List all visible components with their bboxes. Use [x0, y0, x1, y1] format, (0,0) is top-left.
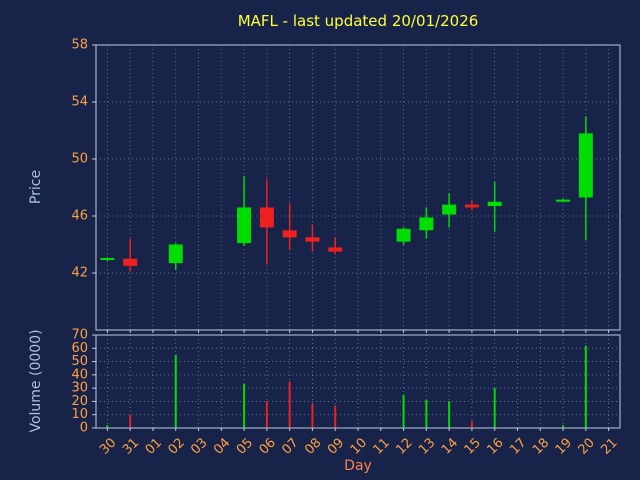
price-tick-label: 58 [71, 38, 88, 53]
day-tick-label: 03 [188, 435, 210, 457]
day-tick-label: 07 [279, 435, 301, 457]
day-tick-label: 14 [439, 435, 461, 457]
day-tick-label: 04 [211, 435, 233, 457]
candle-body [396, 228, 411, 242]
day-tick-label: 15 [462, 435, 484, 457]
volume-tick-label: 20 [71, 394, 88, 409]
candle-body [578, 133, 593, 198]
candle-body [282, 230, 297, 238]
candle-body [328, 247, 343, 252]
price-panel-border [95, 44, 621, 331]
price-tick-label: 46 [71, 209, 88, 224]
candle-body [464, 204, 479, 208]
day-tick-label: 31 [120, 435, 142, 457]
volume-tick-label: 60 [71, 341, 88, 356]
volume-panel-border [95, 334, 621, 429]
day-tick-label: 21 [598, 435, 620, 457]
day-tick-label: 19 [553, 435, 575, 457]
candle-body [237, 207, 252, 244]
chart-title: MAFL - last updated 20/01/2026 [237, 12, 479, 30]
day-tick-label: 20 [576, 435, 598, 457]
candle-body [419, 217, 434, 231]
volume-tick-label: 0 [80, 421, 88, 436]
candle-body [487, 201, 502, 207]
candle-body [123, 258, 138, 266]
candle-body [259, 207, 274, 228]
day-axis-label: Day [344, 458, 372, 474]
day-tick-label: 11 [371, 435, 393, 457]
volume-tick-label: 10 [71, 407, 88, 422]
volume-tick-label: 40 [71, 367, 88, 382]
candle-body [305, 237, 320, 242]
day-tick-label: 16 [484, 435, 506, 457]
day-tick-label: 17 [507, 435, 529, 457]
volume-tick-label: 50 [71, 354, 88, 369]
day-tick-label: 05 [234, 435, 256, 457]
day-tick-label: 30 [97, 435, 119, 457]
day-tick-label: 06 [257, 435, 279, 457]
volume-tick-label: 30 [71, 381, 88, 396]
day-tick-label: 10 [348, 435, 370, 457]
price-tick-label: 42 [71, 266, 88, 281]
day-tick-label: 08 [302, 435, 324, 457]
candle-body [168, 244, 183, 264]
candle-body [100, 258, 115, 261]
price-tick-label: 50 [71, 152, 88, 167]
candle-body [442, 204, 457, 215]
day-tick-label: 18 [530, 435, 552, 457]
day-tick-label: 02 [165, 435, 187, 457]
volume-tick-label: 70 [71, 328, 88, 343]
candle-body [556, 199, 571, 202]
day-tick-label: 13 [416, 435, 438, 457]
day-tick-label: 09 [325, 435, 347, 457]
day-tick-label: 01 [143, 435, 165, 457]
day-tick-label: 12 [393, 435, 415, 457]
price-tick-label: 54 [71, 95, 88, 110]
